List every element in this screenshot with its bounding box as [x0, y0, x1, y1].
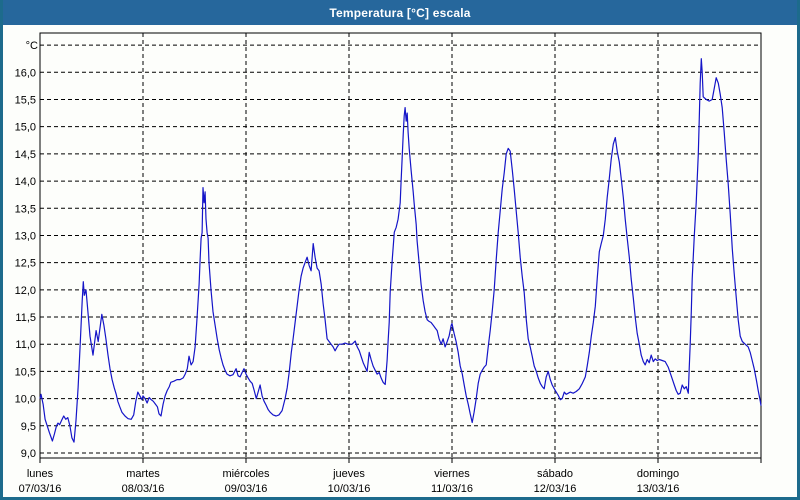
y-tick-label: 9,0	[21, 448, 36, 460]
y-tick-label: 10,0	[15, 394, 36, 406]
x-day-label: domingo	[637, 468, 679, 480]
y-tick-label: 11,0	[15, 339, 36, 351]
y-tick-label: 16,0	[15, 67, 36, 79]
x-day-label: martes	[126, 468, 160, 480]
window-title: Temperatura [°C] escala	[329, 5, 471, 20]
y-axis-unit-label: °C	[26, 40, 38, 52]
y-tick-label: 15,5	[15, 94, 36, 106]
window-title-bar: Temperatura [°C] escala	[0, 0, 800, 25]
y-tick-label: 15,0	[15, 122, 36, 134]
y-tick-label: 11,5	[15, 312, 36, 324]
x-day-label: lunes	[27, 468, 54, 480]
x-date-label: 09/03/16	[225, 483, 268, 495]
y-tick-label: 13,0	[15, 230, 36, 242]
y-tick-label: 13,5	[15, 203, 36, 215]
temperature-line	[39, 58, 762, 443]
y-axis-labels: 16,0 15,5 15,0 14,5 14,0 13,5 13,0 12,5 12,0 11,5…	[15, 40, 38, 460]
x-day-label: viernes	[434, 468, 470, 480]
plot-border	[39, 32, 762, 459]
x-date-label: 11/03/16	[431, 483, 473, 495]
x-day-label: miércoles	[222, 468, 270, 480]
x-axis-ticks	[39, 458, 762, 463]
y-tick-label: 14,5	[15, 149, 36, 161]
x-date-label: 12/03/16	[534, 483, 577, 495]
x-date-label: 10/03/16	[328, 483, 371, 495]
x-date-label: 07/03/16	[19, 483, 62, 495]
vertical-gridlines	[142, 33, 659, 458]
y-tick-label: 12,0	[15, 285, 36, 297]
horizontal-gridlines	[40, 44, 761, 454]
y-tick-label: 14,0	[15, 176, 36, 188]
y-tick-label: 12,5	[15, 258, 36, 270]
y-tick-label: 10,5	[15, 366, 36, 378]
x-day-label: sábado	[537, 468, 573, 480]
x-date-label: 08/03/16	[122, 483, 165, 495]
x-day-label: jueves	[332, 468, 365, 480]
y-tick-label: 9,5	[21, 421, 36, 433]
x-axis-labels: lunes 07/03/16 martes 08/03/16 miércoles 09/0…	[19, 468, 680, 495]
x-date-label: 13/03/16	[637, 483, 680, 495]
